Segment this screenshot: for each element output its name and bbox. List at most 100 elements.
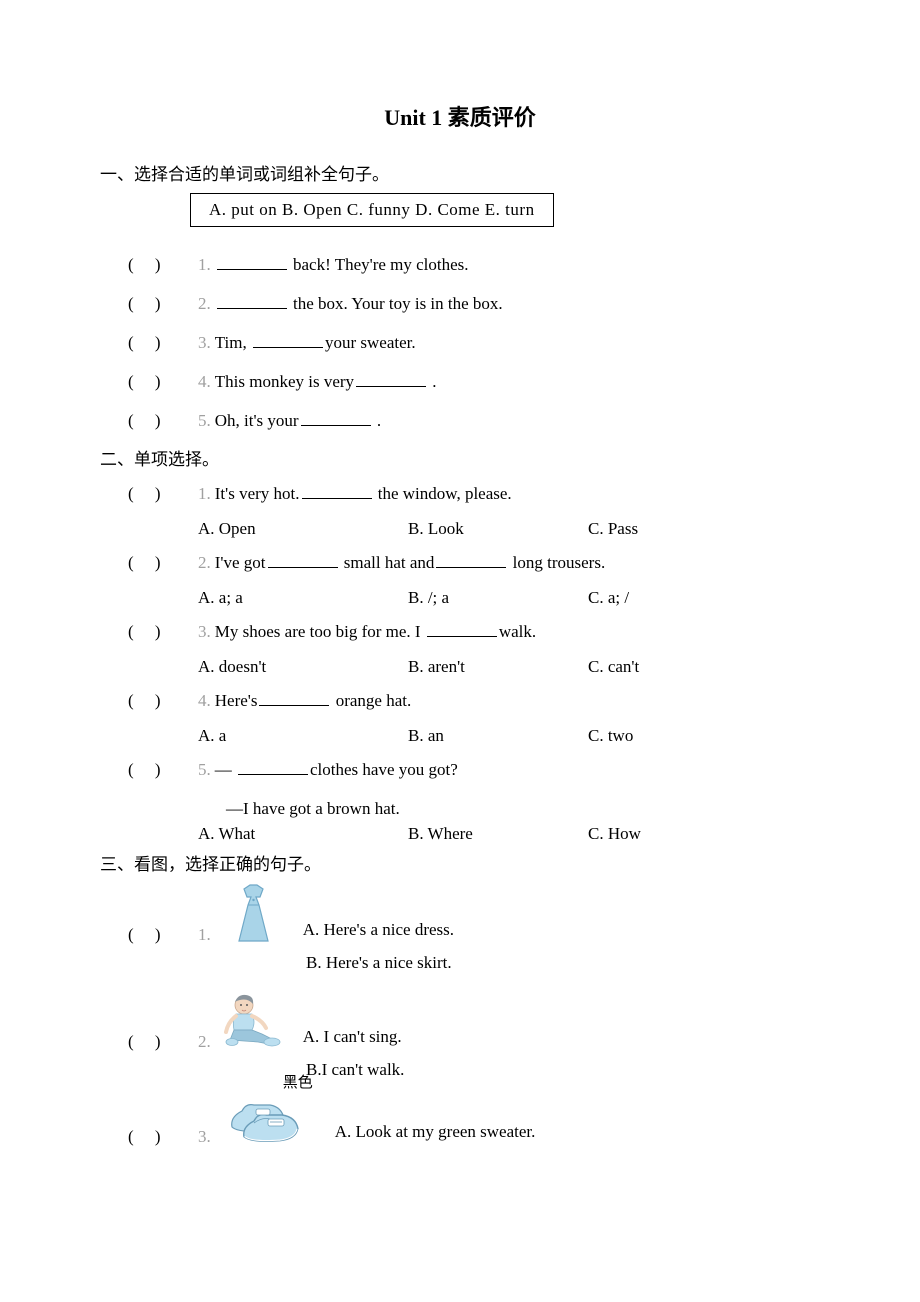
question-number: 2. <box>198 294 211 313</box>
question-text: Oh, it's your <box>215 411 299 430</box>
blank[interactable] <box>436 552 506 568</box>
annotation-black: 黑色 <box>283 1071 313 1092</box>
question-text: This monkey is very <box>215 372 354 391</box>
answer-paren[interactable]: ( ) <box>128 329 198 358</box>
answer-paren[interactable]: ( ) <box>128 368 198 397</box>
s1-q3: ( ) 3.Tim, your sweater. <box>128 329 820 358</box>
s2-q4-options: A. a B. an C. two <box>198 726 820 746</box>
option-a[interactable]: A. doesn't <box>198 657 408 677</box>
s2-q3-options: A. doesn't B. aren't C. can't <box>198 657 820 677</box>
question-text: orange hat. <box>331 691 411 710</box>
answer-paren[interactable]: ( ) <box>128 407 198 436</box>
blank[interactable] <box>217 254 287 270</box>
s1-q1: ( ) 1. back! They're my clothes. <box>128 251 820 280</box>
option-b[interactable]: B. Where <box>408 824 588 844</box>
option-c[interactable]: C. How <box>588 824 641 844</box>
blank[interactable] <box>238 759 308 775</box>
question-text: long trousers. <box>508 553 605 572</box>
s1-q4: ( ) 4.This monkey is very . <box>128 368 820 397</box>
s3-q3: ( ) 3. 黑色 A. Look at my green sweater. <box>128 1095 820 1147</box>
answer-paren[interactable]: ( ) <box>128 1032 198 1052</box>
question-number: 1. <box>198 255 211 274</box>
question-text: your sweater. <box>325 333 416 352</box>
option-b[interactable]: B. Here's a nice skirt. <box>306 949 820 978</box>
blank[interactable] <box>356 370 426 386</box>
question-text: small hat and <box>340 553 435 572</box>
answer-paren[interactable]: ( ) <box>128 1127 198 1147</box>
blank[interactable] <box>427 621 497 637</box>
question-number: 3. <box>198 622 211 641</box>
answer-paren[interactable]: ( ) <box>128 480 198 509</box>
worksheet-title: Unit 1 素质评价 <box>100 100 820 132</box>
s2-q2-options: A. a; a B. /; a C. a; / <box>198 588 820 608</box>
question-text: Here's <box>215 691 258 710</box>
section-1-heading: 一、选择合适的单词或词组补全句子。 <box>100 160 820 185</box>
option-c[interactable]: C. Pass <box>588 519 638 539</box>
s1-q2: ( ) 2. the box. Your toy is in the box. <box>128 290 820 319</box>
option-a[interactable]: A. a; a <box>198 588 408 608</box>
answer-paren[interactable]: ( ) <box>128 687 198 716</box>
question-number: 2. <box>198 1032 211 1051</box>
s2-q1-options: A. Open B. Look C. Pass <box>198 519 820 539</box>
question-text: clothes have you got? <box>310 760 458 779</box>
blank[interactable] <box>259 690 329 706</box>
s3-q1: ( ) 1. A. Here's a nice dress. <box>128 883 820 945</box>
option-a[interactable]: A. Open <box>198 519 408 539</box>
section-2-heading: 二、单项选择。 <box>100 445 820 470</box>
option-b[interactable]: B. Look <box>408 519 588 539</box>
option-b[interactable]: B. aren't <box>408 657 588 677</box>
option-c[interactable]: C. can't <box>588 657 639 677</box>
question-number: 1. <box>198 925 211 944</box>
s2-q5: ( ) 5.— clothes have you got? <box>128 756 820 785</box>
question-text: It's very hot. <box>215 484 300 503</box>
option-a[interactable]: A. Look at my green sweater. <box>335 1122 536 1141</box>
answer-paren[interactable]: ( ) <box>128 290 198 319</box>
s2-q5-options: A. What B. Where C. How <box>198 824 820 844</box>
question-text: back! They're my clothes. <box>289 255 469 274</box>
shoes-icon: 黑色 <box>215 1095 325 1147</box>
question-text: walk. <box>499 622 536 641</box>
option-a[interactable]: A. Here's a nice dress. <box>303 920 454 939</box>
blank[interactable] <box>268 552 338 568</box>
option-a[interactable]: A. I can't sing. <box>303 1027 402 1046</box>
question-text: I've got <box>215 553 266 572</box>
question-text: . <box>373 411 382 430</box>
word-bank-box: A. put on B. Open C. funny D. Come E. tu… <box>190 193 554 227</box>
blank[interactable] <box>302 483 372 499</box>
question-number: 5. <box>198 411 211 430</box>
s2-q5-line2: —I have got a brown hat. <box>226 795 820 824</box>
question-text: . <box>428 372 437 391</box>
option-b[interactable]: B.I can't walk. <box>306 1056 820 1085</box>
option-c[interactable]: C. two <box>588 726 633 746</box>
dress-icon <box>215 883 293 945</box>
s2-q4: ( ) 4.Here's orange hat. <box>128 687 820 716</box>
worksheet-page: Unit 1 素质评价 一、选择合适的单词或词组补全句子。 A. put on … <box>0 0 920 1302</box>
question-text: Tim, <box>215 333 251 352</box>
section-3-heading: 三、看图，选择正确的句子。 <box>100 850 820 875</box>
question-text: — <box>215 760 236 779</box>
option-b[interactable]: B. an <box>408 726 588 746</box>
question-text: the box. Your toy is in the box. <box>289 294 503 313</box>
s2-q3: ( ) 3.My shoes are too big for me. I wal… <box>128 618 820 647</box>
answer-paren[interactable]: ( ) <box>128 925 198 945</box>
blank[interactable] <box>301 409 371 425</box>
answer-paren[interactable]: ( ) <box>128 549 198 578</box>
question-number: 3. <box>198 333 211 352</box>
answer-paren[interactable]: ( ) <box>128 618 198 647</box>
s3-q2: ( ) 2. A. I can't sing. <box>128 992 820 1052</box>
option-a[interactable]: A. What <box>198 824 408 844</box>
question-number: 1. <box>198 484 211 503</box>
answer-paren[interactable]: ( ) <box>128 251 198 280</box>
boy-sitting-icon <box>215 992 293 1052</box>
option-a[interactable]: A. a <box>198 726 408 746</box>
option-c[interactable]: C. a; / <box>588 588 629 608</box>
question-number: 5. <box>198 760 211 779</box>
question-number: 3. <box>198 1127 211 1146</box>
answer-paren[interactable]: ( ) <box>128 756 198 785</box>
blank[interactable] <box>253 331 323 347</box>
question-number: 4. <box>198 691 211 710</box>
blank[interactable] <box>217 293 287 309</box>
question-number: 2. <box>198 553 211 572</box>
question-number: 4. <box>198 372 211 391</box>
option-b[interactable]: B. /; a <box>408 588 588 608</box>
